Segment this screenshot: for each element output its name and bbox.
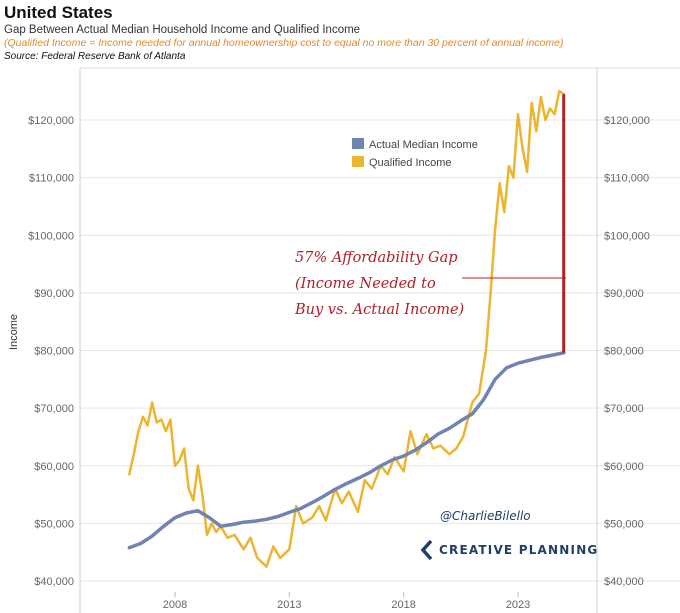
chart-subtitle: Gap Between Actual Median Household Inco… (4, 24, 361, 36)
x-tick-label: 2013 (277, 599, 301, 611)
y-tick-label-right: $120,000 (604, 115, 650, 127)
x-tick-label: 2008 (163, 599, 187, 611)
legend: Actual Median Income Qualified Income (352, 138, 478, 169)
y-tick-label-right: $70,000 (604, 403, 644, 415)
qualified-income-line (128, 89, 565, 568)
chart-header: United States Gap Between Actual Median … (4, 2, 664, 63)
y-tick-label-right: $100,000 (604, 230, 650, 242)
y-tick-label-left: $50,000 (34, 518, 74, 530)
annotation-line-3: Buy vs. Actual Income) (294, 302, 464, 318)
gridlines (80, 119, 680, 582)
y-tick-label-left: $70,000 (34, 403, 74, 415)
y-tick-label-right: $110,000 (604, 173, 649, 185)
legend-label-actual: Actual Median Income (369, 139, 478, 151)
series-group (127, 89, 566, 568)
y-axis-label: Income (8, 314, 20, 350)
y-tick-label-right: $60,000 (604, 461, 644, 473)
y-tick-label-left: $100,000 (28, 230, 74, 242)
author-handle: @CharlieBilello (440, 509, 531, 523)
y-axis-left: $40,000 $50,000 $60,000 $70,000 $80,000 $90,0… (28, 115, 74, 588)
y-tick-label-left: $80,000 (34, 346, 74, 358)
legend-swatch-actual (352, 138, 364, 149)
actual-median-income-line (127, 351, 566, 550)
annotation-line-1: 57% Affordability Gap (295, 250, 458, 266)
legend-swatch-qualified (352, 156, 364, 167)
y-tick-label-right: $90,000 (604, 288, 644, 300)
y-tick-label-right: $40,000 (604, 576, 644, 588)
brand-logo-icon (420, 539, 433, 561)
y-tick-label-right: $50,000 (604, 518, 644, 530)
y-tick-label-left: $120,000 (28, 115, 74, 127)
y-tick-label-left: $90,000 (34, 288, 74, 300)
y-tick-label-left: $60,000 (34, 461, 74, 473)
y-axis-right: $40,000 $50,000 $60,000 $70,000 $80,000 $90,0… (604, 115, 650, 588)
brand-name: CREATIVE PLANNING (439, 543, 598, 557)
qualified-income-note: (Qualified Income = Income needed for an… (4, 37, 564, 49)
y-tick-label-right: $80,000 (604, 346, 644, 358)
annotation-line-2: (Income Needed to (295, 276, 436, 292)
legend-label-qualified: Qualified Income (369, 157, 452, 169)
y-tick-label-left: $40,000 (34, 576, 74, 588)
chart-title: United States (4, 3, 113, 22)
affordability-annotation: 57% Affordability Gap (Income Needed to … (294, 250, 464, 318)
x-tick-label: 2018 (391, 599, 415, 611)
x-tick-label: 2023 (506, 599, 530, 611)
creative-planning-logo: CREATIVE PLANNING (420, 539, 598, 561)
y-tick-label-left: $110,000 (29, 173, 74, 185)
source-note: Source: Federal Reserve Bank of Atlanta (4, 51, 186, 62)
x-axis: 2008 2013 2018 2023 (163, 592, 530, 611)
